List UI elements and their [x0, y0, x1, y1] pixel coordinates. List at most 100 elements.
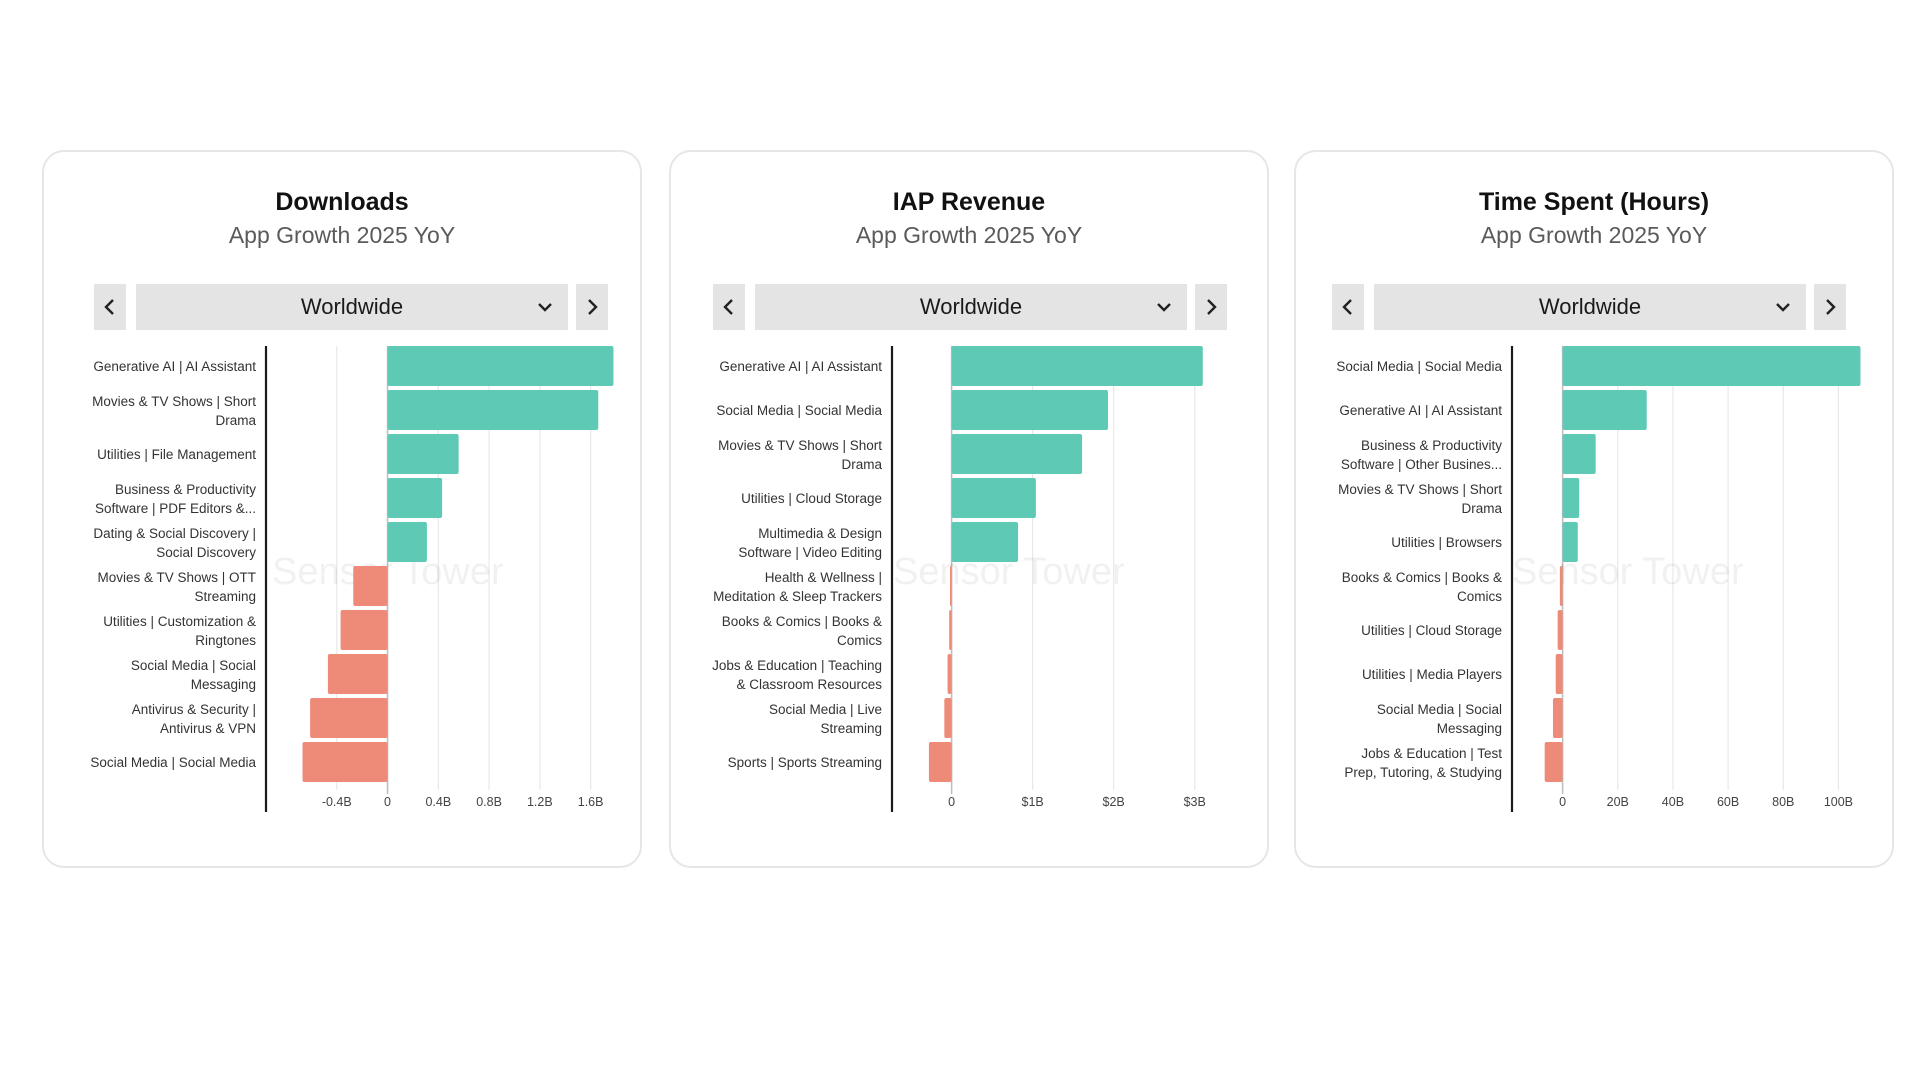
category-label-line: Movies & TV Shows | Short: [718, 438, 882, 453]
bar[interactable]: [1562, 390, 1647, 430]
category-label: Generative AI | AI Assistant: [93, 359, 256, 374]
bar[interactable]: [387, 522, 427, 562]
bar[interactable]: [928, 742, 952, 782]
region-dropdown[interactable]: Worldwide: [1374, 284, 1806, 330]
category-label-line: Health & Wellness |: [765, 570, 882, 585]
tick-label: 0: [384, 795, 391, 809]
iap-revenue-card: IAP Revenue App Growth 2025 YoY Worldwid…: [669, 150, 1269, 868]
bar[interactable]: [1559, 566, 1563, 606]
tick-label: 1.6B: [578, 795, 604, 809]
previous-button[interactable]: [1332, 284, 1364, 330]
bar[interactable]: [947, 654, 952, 694]
category-label: Health & Wellness | Meditation & Sleep Tr…: [713, 570, 882, 604]
category-label-line: Antivirus & Security |: [132, 702, 256, 717]
downloads-card: Downloads App Growth 2025 YoY Worldwide …: [42, 150, 642, 868]
category-label: Movies & TV Shows | Short Drama: [1338, 482, 1502, 516]
next-button[interactable]: [1195, 284, 1227, 330]
bar[interactable]: [949, 610, 952, 650]
bar[interactable]: [1552, 698, 1563, 738]
category-label-line: Messaging: [191, 677, 256, 692]
bar[interactable]: [353, 566, 388, 606]
tick-label: $1B: [1022, 795, 1044, 809]
tick-label: 0.8B: [476, 795, 502, 809]
category-label: Social Media | Live Streaming: [769, 702, 882, 736]
card-title: Time Spent (Hours): [1478, 188, 1710, 216]
category-label: Social Media | Social Media: [1336, 359, 1502, 374]
chevron-down-icon: [1157, 303, 1171, 312]
chevron-right-icon: [1207, 299, 1217, 315]
card-subtitle: App Growth 2025 YoY: [1480, 222, 1708, 248]
tick-label: $3B: [1184, 795, 1206, 809]
tick-label: 0.4B: [425, 795, 451, 809]
category-label-line: Social Discovery: [156, 545, 256, 560]
bar[interactable]: [951, 478, 1036, 518]
bar[interactable]: [387, 434, 459, 474]
bar[interactable]: [387, 390, 599, 430]
bar[interactable]: [1562, 346, 1861, 386]
bar[interactable]: [387, 346, 614, 386]
tick-label: $2B: [1103, 795, 1125, 809]
previous-button[interactable]: [713, 284, 745, 330]
category-label: Utilities | Browsers: [1391, 535, 1502, 550]
bar[interactable]: [949, 566, 952, 606]
chevron-right-icon: [588, 299, 598, 315]
category-label: Utilities | Cloud Storage: [741, 491, 882, 506]
category-label-line: Movies & TV Shows | Short: [92, 394, 256, 409]
bar[interactable]: [944, 698, 952, 738]
category-label-line: Software | Other Busines...: [1341, 457, 1502, 472]
category-label: Utilities | Cloud Storage: [1361, 623, 1502, 638]
category-label-line: Meditation & Sleep Trackers: [713, 589, 882, 604]
previous-button[interactable]: [94, 284, 126, 330]
category-label: Business & Productivity Software | PDF Ed…: [95, 482, 256, 516]
time-spent-chart: Sensor Tower Social Media | Social Media G…: [1336, 346, 1861, 812]
region-label: Worldwide: [1538, 294, 1642, 319]
category-label: Jobs & Education | Test Prep, Tutoring, &…: [1344, 746, 1502, 780]
region-dropdown[interactable]: Worldwide: [136, 284, 568, 330]
chevron-right-icon: [1826, 299, 1836, 315]
category-label: Utilities | File Management: [97, 447, 256, 462]
category-label-line: Social Media | Social: [131, 658, 256, 673]
next-button[interactable]: [576, 284, 608, 330]
category-label-line: Antivirus & VPN: [160, 721, 256, 736]
category-label: Dating & Social Discovery | Social Discov…: [93, 526, 256, 560]
category-label-line: Ringtones: [195, 633, 256, 648]
bar[interactable]: [1544, 742, 1563, 782]
bar[interactable]: [1562, 478, 1580, 518]
bar[interactable]: [1562, 434, 1596, 474]
category-label-line: Prep, Tutoring, & Studying: [1344, 765, 1502, 780]
bar[interactable]: [387, 478, 443, 518]
bar[interactable]: [302, 742, 388, 782]
bar[interactable]: [951, 346, 1203, 386]
category-label: Books & Comics | Books & Comics: [1342, 570, 1503, 604]
card-subtitle: App Growth 2025 YoY: [855, 222, 1083, 248]
category-label-line: Business & Productivity: [1361, 438, 1502, 453]
category-label-line: Drama: [841, 457, 882, 472]
bar[interactable]: [310, 698, 388, 738]
tick-label: 40B: [1662, 795, 1684, 809]
category-label-line: Software | PDF Editors &...: [95, 501, 256, 516]
category-label-line: Dating & Social Discovery |: [93, 526, 256, 541]
category-label: Multimedia & Design Software | Video Edit…: [738, 526, 882, 560]
bar[interactable]: [1557, 610, 1563, 650]
bar[interactable]: [1555, 654, 1563, 694]
bar[interactable]: [951, 434, 1083, 474]
bar[interactable]: [340, 610, 388, 650]
tick-label: 80B: [1772, 795, 1794, 809]
category-label: Generative AI | AI Assistant: [1339, 403, 1502, 418]
region-label: Worldwide: [919, 294, 1023, 319]
category-label: Utilities | Media Players: [1362, 667, 1502, 682]
category-label-line: Streaming: [820, 721, 882, 736]
bar[interactable]: [327, 654, 388, 694]
category-label-line: Drama: [1461, 501, 1502, 516]
bar[interactable]: [951, 522, 1019, 562]
bar[interactable]: [951, 390, 1108, 430]
bar[interactable]: [1562, 522, 1578, 562]
category-label-line: Social Media | Live: [769, 702, 882, 717]
category-label-line: Comics: [837, 633, 882, 648]
next-button[interactable]: [1814, 284, 1846, 330]
region-dropdown[interactable]: Worldwide: [755, 284, 1187, 330]
category-label-line: Movies & TV Shows | Short: [1338, 482, 1502, 497]
chevron-left-icon: [104, 299, 114, 315]
